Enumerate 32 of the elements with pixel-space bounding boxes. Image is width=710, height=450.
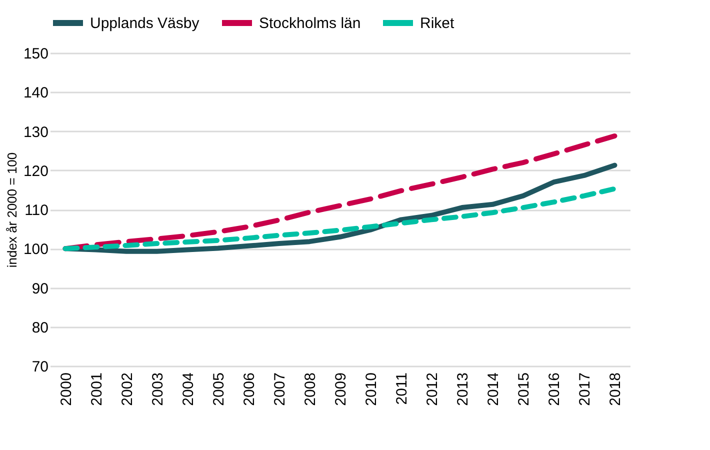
x-tick-label: 2009	[332, 372, 350, 406]
legend-label: Stockholms län	[259, 15, 361, 32]
y-tick-label: 110	[24, 202, 48, 219]
x-tick-label: 2013	[454, 372, 472, 406]
x-tick-label: 2015	[516, 372, 533, 406]
x-tick-label: 2007	[271, 372, 288, 406]
y-tick-label: 120	[23, 162, 48, 180]
legend-label: Upplands Väsby	[90, 15, 200, 32]
x-tick-label: 2014	[485, 372, 502, 406]
x-tick-label: 2000	[58, 372, 75, 406]
y-tick-label: 80	[32, 319, 48, 336]
legend-label: Riket	[420, 15, 456, 32]
x-tick-label: 2004	[180, 372, 197, 406]
y-tick-label: 130	[23, 124, 48, 141]
x-tick-label: 2011	[394, 372, 411, 405]
y-tick-label: 90	[32, 280, 48, 298]
x-tick-label: 2012	[424, 372, 442, 406]
y-axis-title: index år 2000 = 100	[4, 152, 20, 268]
y-tick-label: 70	[32, 358, 48, 376]
x-tick-label: 2005	[210, 372, 228, 406]
x-tick-label: 2002	[118, 372, 136, 406]
x-tick-label: 2003	[149, 372, 166, 406]
x-tick-label: 2001	[88, 372, 106, 406]
x-tick-label: 2008	[302, 372, 319, 406]
x-tick-label: 2006	[240, 372, 258, 406]
y-tick-label: 140	[23, 84, 48, 102]
x-tick-label: 2017	[576, 372, 594, 406]
x-tick-label: 2010	[363, 372, 380, 406]
y-tick-label: 150	[23, 46, 48, 62]
x-tick-label: 2016	[546, 372, 564, 406]
x-tick-label: 2018	[607, 372, 624, 406]
y-tick-label: 100	[23, 241, 48, 258]
